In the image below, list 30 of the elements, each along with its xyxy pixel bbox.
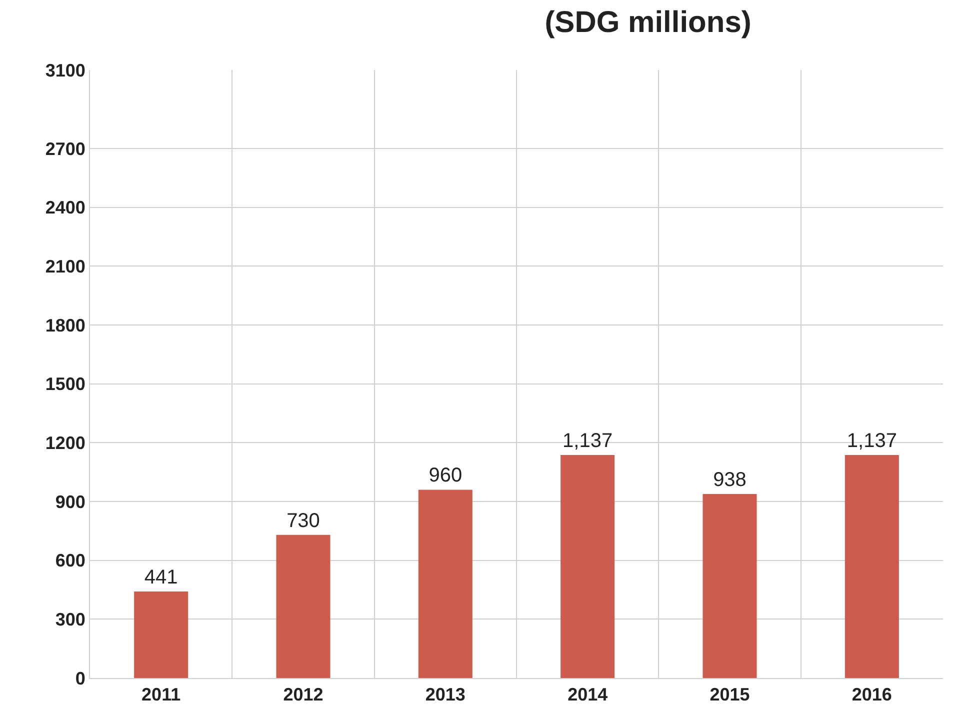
x-tick-label: 2016 bbox=[852, 684, 892, 705]
bar bbox=[702, 494, 757, 678]
data-label: 1,137 bbox=[846, 430, 897, 452]
x-tick-label: 2013 bbox=[425, 684, 466, 705]
bar bbox=[134, 592, 188, 678]
bar bbox=[418, 490, 472, 678]
data-label: 441 bbox=[144, 566, 178, 589]
data-label: 960 bbox=[428, 464, 462, 487]
data-label: 1,137 bbox=[562, 430, 613, 452]
x-tick-label: 2011 bbox=[142, 684, 181, 705]
y-tick-label: 1200 bbox=[45, 432, 86, 453]
y-tick-label: 1800 bbox=[45, 315, 86, 336]
y-tick-label: 900 bbox=[55, 492, 86, 512]
bar bbox=[276, 534, 330, 678]
data-label: 730 bbox=[286, 510, 320, 532]
data-label: 938 bbox=[713, 469, 746, 492]
y-tick-label: 1500 bbox=[45, 374, 86, 394]
y-tick-label: 600 bbox=[55, 550, 86, 571]
y-tick-label: 300 bbox=[55, 609, 86, 630]
y-tick-label: 2400 bbox=[45, 198, 86, 218]
y-tick-label: 3100 bbox=[45, 60, 86, 80]
bar bbox=[560, 455, 615, 678]
y-tick-label: 0 bbox=[75, 668, 86, 688]
x-tick-label: 2012 bbox=[283, 684, 324, 705]
x-tick-label: 2014 bbox=[568, 684, 608, 705]
x-tick-label: 2015 bbox=[710, 684, 750, 705]
bar bbox=[844, 455, 899, 678]
chart-title: (SDG millions) bbox=[544, 6, 752, 39]
y-tick-label: 2700 bbox=[45, 138, 86, 159]
y-tick-label: 2100 bbox=[45, 256, 86, 276]
